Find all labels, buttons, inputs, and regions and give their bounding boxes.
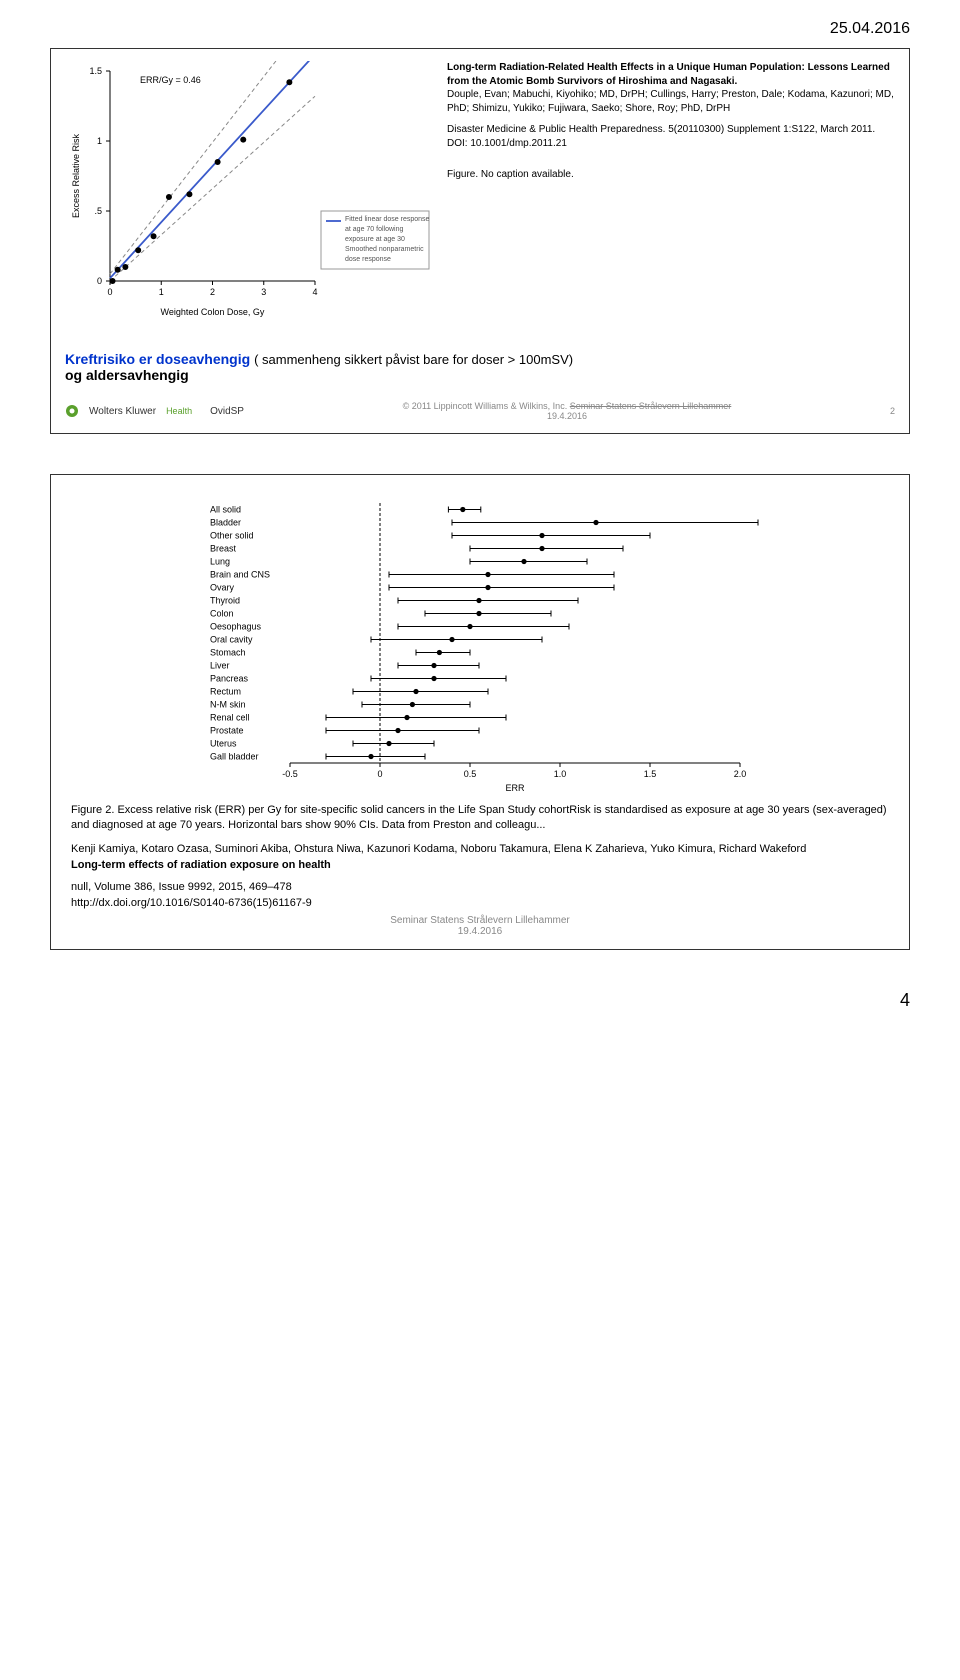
svg-text:-0.5: -0.5 xyxy=(282,769,298,779)
svg-text:1.0: 1.0 xyxy=(554,769,567,779)
svg-text:N-M skin: N-M skin xyxy=(210,700,246,710)
footer-center2: 19.4.2016 xyxy=(547,411,587,421)
svg-text:Gall bladder: Gall bladder xyxy=(210,752,259,762)
footer-copyright: © 2011 Lippincott Williams & Wilkins, In… xyxy=(403,401,568,411)
ovid-label: OvidSP xyxy=(210,406,244,417)
caption-main: Kreftrisiko er doseavhengig ( sammenheng… xyxy=(65,351,895,367)
ref-doi: DOI: 10.1001/dmp.2011.21 xyxy=(447,137,895,151)
svg-text:Weighted Colon Dose, Gy: Weighted Colon Dose, Gy xyxy=(161,307,265,317)
svg-text:Fitted linear dose response: Fitted linear dose response xyxy=(345,216,430,223)
reference-block: Long-term Radiation-Related Health Effec… xyxy=(447,61,895,321)
svg-text:1.5: 1.5 xyxy=(89,66,102,76)
svg-text:0.5: 0.5 xyxy=(464,769,477,779)
ref-authors: Douple, Evan; Mabuchi, Kiyohiko; MD, DrP… xyxy=(447,88,895,115)
slide-1: 0 1 2 3 4 0 .5 1 1.5 Excess Relative Risk Weighted… xyxy=(50,48,910,434)
svg-text:dose response: dose response xyxy=(345,256,391,263)
slide-2: -0.5 0 0.5 1.0 1.5 2.0 ERR All solid Bladder Othe… xyxy=(50,474,910,950)
svg-text:Other solid: Other solid xyxy=(210,531,254,541)
svg-text:Rectum: Rectum xyxy=(210,687,241,697)
svg-text:3: 3 xyxy=(261,287,266,297)
ref-title: Long-term Radiation-Related Health Effec… xyxy=(447,61,895,88)
svg-text:1: 1 xyxy=(159,287,164,297)
forest-plot: -0.5 0 0.5 1.0 1.5 2.0 ERR All solid Bladder Othe… xyxy=(200,493,760,793)
svg-text:0: 0 xyxy=(97,276,102,286)
doi-line: http://dx.doi.org/10.1016/S0140-6736(15)… xyxy=(71,897,889,909)
footer-center: Seminar Statens Strålevern Lillehammer xyxy=(570,401,732,411)
svg-text:1: 1 xyxy=(97,136,102,146)
svg-text:2.0: 2.0 xyxy=(734,769,747,779)
svg-text:Uterus: Uterus xyxy=(210,739,237,749)
footer-right: 2 xyxy=(890,406,895,416)
paper-title: Long-term effects of radiation exposure … xyxy=(71,859,889,871)
svg-text:All solid: All solid xyxy=(210,505,241,515)
svg-text:Pancreas: Pancreas xyxy=(210,674,249,684)
ref-fignote: Figure. No caption available. xyxy=(447,168,895,182)
svg-text:at age 70 following: at age 70 following xyxy=(345,226,403,233)
svg-text:ERR: ERR xyxy=(505,783,525,793)
svg-text:0: 0 xyxy=(107,287,112,297)
health-label: Health xyxy=(166,406,192,416)
svg-text:exposure at age 30: exposure at age 30 xyxy=(345,236,405,243)
svg-text:Bladder: Bladder xyxy=(210,518,241,528)
page-number: 4 xyxy=(50,990,910,1011)
authors-line: Kenji Kamiya, Kotaro Ozasa, Suminori Aki… xyxy=(71,843,889,855)
slide2-footer-center2: 19.4.2016 xyxy=(458,926,503,937)
ref-journal: Disaster Medicine & Public Health Prepar… xyxy=(447,123,895,137)
wk-label: Wolters Kluwer xyxy=(89,406,156,417)
svg-text:Oral cavity: Oral cavity xyxy=(210,635,253,645)
figure-caption: Figure 2. Excess relative risk (ERR) per… xyxy=(71,803,889,833)
svg-text:Colon: Colon xyxy=(210,609,234,619)
svg-text:Prostate: Prostate xyxy=(210,726,244,736)
svg-text:Excess Relative Risk: Excess Relative Risk xyxy=(71,133,81,218)
date-header: 25.04.2016 xyxy=(50,20,910,38)
svg-text:.5: .5 xyxy=(94,206,102,216)
slide2-footer-center: Seminar Statens Strålevern Lillehammer xyxy=(390,915,570,926)
svg-text:Breast: Breast xyxy=(210,544,237,554)
dose-response-chart: 0 1 2 3 4 0 .5 1 1.5 Excess Relative Risk Weighted… xyxy=(65,61,435,321)
slide1-footer: Wolters Kluwer Health OvidSP © 2011 Lipp… xyxy=(65,401,895,421)
svg-text:Oesophagus: Oesophagus xyxy=(210,622,262,632)
svg-text:Thyroid: Thyroid xyxy=(210,596,240,606)
svg-text:ERR/Gy = 0.46: ERR/Gy = 0.46 xyxy=(140,75,201,85)
caption-main-text: Kreftrisiko er doseavhengig xyxy=(65,351,250,367)
svg-text:Liver: Liver xyxy=(210,661,230,671)
svg-text:Lung: Lung xyxy=(210,557,230,567)
ref-line: null, Volume 386, Issue 9992, 2015, 469–… xyxy=(71,881,889,893)
caption-sub-text: ( sammenheng sikkert påvist bare for dos… xyxy=(254,352,573,367)
svg-text:4: 4 xyxy=(312,287,317,297)
slide2-footer: Seminar Statens Strålevern Lillehammer 1… xyxy=(65,915,895,937)
svg-text:Ovary: Ovary xyxy=(210,583,235,593)
svg-text:Renal cell: Renal cell xyxy=(210,713,250,723)
svg-text:0: 0 xyxy=(377,769,382,779)
svg-text:Brain and CNS: Brain and CNS xyxy=(210,570,270,580)
svg-text:Stomach: Stomach xyxy=(210,648,246,658)
page-container: 25.04.2016 012340.511.5Excess Relative R… xyxy=(0,0,960,1041)
svg-text:2: 2 xyxy=(210,287,215,297)
svg-text:Smoothed nonparametric: Smoothed nonparametric xyxy=(345,246,424,253)
wk-logo-icon xyxy=(65,404,79,418)
caption-line2: og aldersavhengig xyxy=(65,367,895,383)
svg-text:1.5: 1.5 xyxy=(644,769,657,779)
